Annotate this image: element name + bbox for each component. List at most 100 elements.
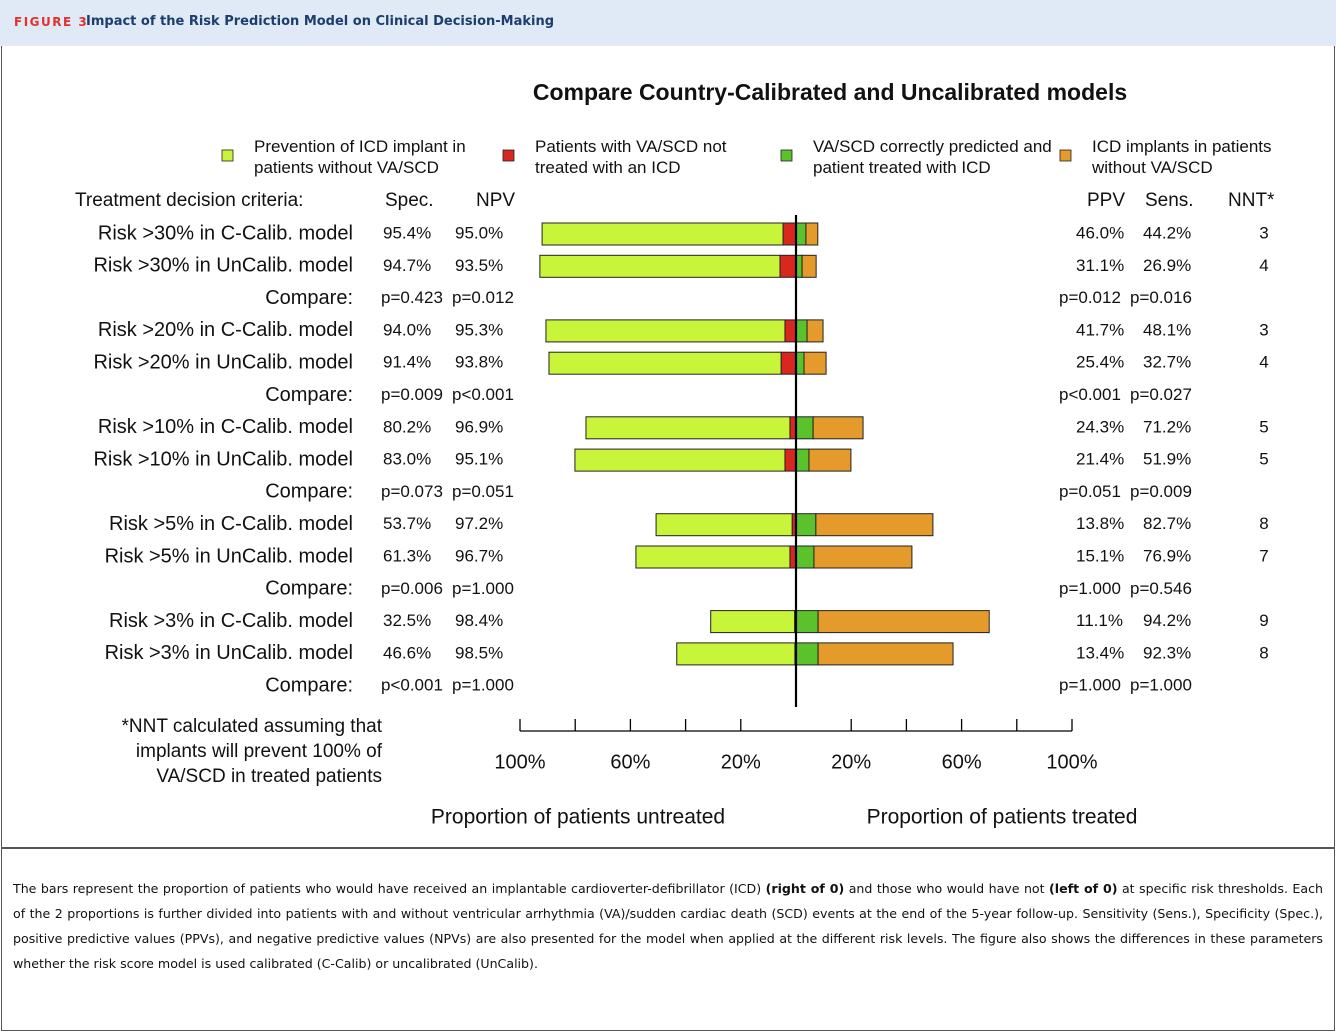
bar-segment [806, 319, 824, 343]
bar-segment [801, 254, 817, 278]
row-label: Risk >5% in UnCalib. model [105, 545, 353, 567]
bar-segment [815, 513, 934, 537]
bar-segment [803, 351, 827, 375]
caption: The bars represent the proportion of pat… [13, 876, 1323, 976]
bar-segment [585, 416, 791, 440]
bar-segment [795, 351, 805, 375]
bar-segment [635, 545, 791, 569]
sens-cell: 92.3% [1143, 643, 1191, 662]
npv-cell: 95.0% [455, 223, 503, 242]
bar-segment [782, 222, 797, 246]
x-axis-label: Proportion of patients treated [867, 806, 1138, 829]
compare-p: p=0.051 [452, 482, 514, 501]
compare-p: p=0.009 [381, 385, 443, 404]
caption-segment: The bars represent the proportion of pat… [13, 881, 766, 896]
ppv-cell: 13.8% [1076, 514, 1124, 533]
compare-p: p=0.073 [381, 482, 443, 501]
spec-cell: 83.0% [383, 450, 431, 469]
compare-p: p<0.001 [381, 676, 443, 695]
compare-label: Compare: [265, 674, 353, 696]
bar-segment [784, 319, 797, 343]
compare-p: p<0.001 [452, 385, 514, 404]
row-label: Risk >10% in UnCalib. model [93, 448, 353, 470]
npv-cell: 93.5% [455, 256, 503, 275]
sens-cell: 26.9% [1143, 256, 1191, 275]
spec-cell: 80.2% [383, 417, 431, 436]
spec-cell: 61.3% [383, 546, 431, 565]
caption-segment: (left of 0) [1049, 881, 1118, 896]
ppv-cell: 25.4% [1076, 353, 1124, 372]
ppv-cell: 15.1% [1076, 546, 1124, 565]
row-label: Risk >10% in C-Calib. model [98, 416, 353, 438]
npv-cell: 98.5% [455, 643, 503, 662]
compare-p: p=0.423 [381, 288, 443, 307]
compare-p: p=0.006 [381, 579, 443, 598]
npv-cell: 95.3% [455, 320, 503, 339]
bar-segment [812, 416, 864, 440]
bar-segment [795, 416, 814, 440]
nnt-cell: 3 [1259, 320, 1268, 339]
column-header: Treatment decision criteria: [75, 190, 303, 211]
row-label: Risk >3% in UnCalib. model [105, 642, 353, 664]
legend-label: Prevention of ICD implant in patients wi… [254, 137, 466, 177]
ppv-cell: 46.0% [1076, 223, 1124, 242]
compare-label: Compare: [265, 384, 353, 406]
compare-p: p=1.000 [1059, 676, 1121, 695]
bar-segment [784, 448, 797, 472]
compare-p: p=0.051 [1059, 482, 1121, 501]
compare-p: p=0.009 [1130, 482, 1192, 501]
bar-segment [808, 448, 852, 472]
column-header: NPV [476, 190, 515, 211]
compare-label: Compare: [265, 481, 353, 503]
ppv-cell: 21.4% [1076, 450, 1124, 469]
caption-segment: at specific risk thresholds. Each of the… [13, 881, 1323, 971]
figure-title: Impact of the Risk Prediction Model on C… [86, 14, 555, 29]
spec-cell: 32.5% [383, 611, 431, 630]
legend-swatch [780, 149, 793, 162]
bar-segment [541, 222, 784, 246]
figure-header: FIGURE 3 Impact of the Risk Prediction M… [0, 0, 1336, 46]
chart-title: Compare Country-Calibrated and Uncalibra… [533, 79, 1127, 105]
legend-label: ICD implants in patients without VA/SCD [1092, 137, 1272, 177]
legend-swatch [1059, 149, 1072, 162]
bar-segment [795, 642, 819, 666]
nnt-cell: 8 [1259, 643, 1268, 662]
bar-segment [655, 513, 793, 537]
x-tick-label: 60% [610, 751, 650, 773]
figure-label: FIGURE 3 [14, 15, 89, 29]
compare-p: p=1.000 [452, 676, 514, 695]
x-tick-label: 60% [942, 751, 982, 773]
sens-cell: 44.2% [1143, 223, 1191, 242]
nnt-cell: 9 [1259, 611, 1268, 630]
caption-segment: (right of 0) [765, 881, 845, 896]
x-tick-label: 100% [494, 751, 545, 773]
spec-cell: 94.0% [383, 320, 431, 339]
sens-cell: 76.9% [1143, 546, 1191, 565]
footnote-line: VA/SCD in treated patients [156, 766, 382, 787]
row-label: Risk >30% in UnCalib. model [93, 255, 353, 277]
ppv-cell: 24.3% [1076, 417, 1124, 436]
footnote-line: *NNT calculated assuming that [122, 716, 383, 737]
column-header: Sens. [1145, 190, 1194, 211]
footnote-line: implants will prevent 100% of [136, 741, 383, 762]
compare-label: Compare: [265, 287, 353, 309]
compare-p: p=0.012 [452, 288, 514, 307]
legend-label: VA/SCD correctly predicted and patient t… [813, 137, 1052, 177]
nnt-cell: 3 [1259, 223, 1268, 242]
bar-segment [795, 545, 815, 569]
npv-cell: 96.7% [455, 546, 503, 565]
compare-p: p<0.001 [1059, 385, 1121, 404]
nnt-cell: 5 [1259, 417, 1268, 436]
ppv-cell: 41.7% [1076, 320, 1124, 339]
spec-cell: 95.4% [383, 223, 431, 242]
bar-segment [795, 513, 817, 537]
bar-segment [780, 351, 797, 375]
x-tick-label: 100% [1046, 751, 1097, 773]
column-header: Spec. [385, 190, 434, 211]
bar-segment [795, 448, 810, 472]
caption-segment: and those who would have not [844, 881, 1050, 896]
npv-cell: 96.9% [455, 417, 503, 436]
sens-cell: 82.7% [1143, 514, 1191, 533]
compare-p: p=1.000 [1130, 676, 1192, 695]
